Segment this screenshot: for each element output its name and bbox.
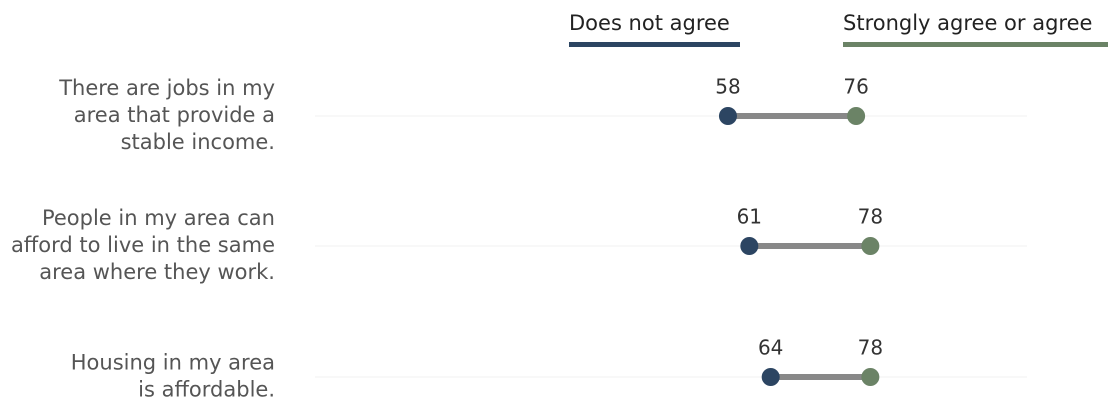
category-label: is affordable. (138, 378, 275, 402)
value-label: 64 (758, 336, 783, 360)
value-label: 78 (858, 336, 883, 360)
dot (761, 368, 780, 386)
legend-swatch (843, 42, 1108, 47)
category-label: area that provide a (74, 103, 275, 127)
category-label: Housing in my area (71, 351, 275, 375)
legend-label: Does not agree (569, 11, 730, 35)
dot (718, 107, 737, 125)
legend-swatch (569, 42, 740, 47)
dot (861, 368, 880, 386)
category-label: There are jobs in my (58, 76, 275, 100)
category-label: People in my area can (42, 206, 275, 230)
category-label: area where they work. (39, 260, 275, 284)
category-label: stable income. (121, 130, 275, 154)
legend-label: Strongly agree or agree (843, 11, 1092, 35)
value-label: 61 (737, 205, 762, 229)
value-label: 58 (715, 75, 740, 99)
dot (847, 107, 866, 125)
value-label: 78 (858, 205, 883, 229)
dot (740, 237, 759, 255)
dot (861, 237, 880, 255)
value-label: 76 (843, 75, 868, 99)
category-label: afford to live in the same (11, 233, 275, 257)
